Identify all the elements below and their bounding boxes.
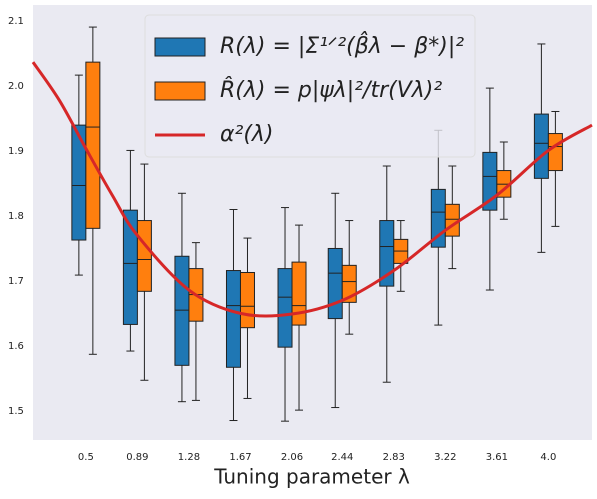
x-tick-label: 3.22 bbox=[434, 452, 456, 463]
y-tick-label: 1.6 bbox=[8, 341, 24, 352]
box bbox=[291, 261, 307, 326]
box bbox=[136, 220, 152, 292]
box bbox=[444, 203, 460, 237]
box bbox=[85, 61, 101, 229]
x-tick-label: 2.44 bbox=[331, 452, 353, 463]
box bbox=[547, 133, 563, 172]
box bbox=[341, 264, 357, 303]
x-tick-label: 0.5 bbox=[78, 452, 94, 463]
y-tick-label: 2.0 bbox=[8, 81, 24, 92]
legend-label: α²(λ) bbox=[220, 122, 274, 147]
legend-patch bbox=[154, 81, 206, 101]
x-tick-label: 1.28 bbox=[178, 452, 200, 463]
x-axis-label: Tuning parameter λ bbox=[213, 465, 410, 489]
x-tick-label: 2.83 bbox=[383, 452, 405, 463]
box bbox=[277, 268, 293, 348]
legend-label: R̂(λ) = p|ψλ|²/tr(Vλ)² bbox=[220, 77, 442, 103]
x-tick-label: 0.89 bbox=[126, 452, 148, 463]
box bbox=[174, 255, 190, 366]
x-tick-label: 4.0 bbox=[540, 452, 556, 463]
y-tick-label: 2.1 bbox=[8, 16, 24, 27]
line bbox=[31, 61, 593, 318]
x-tick-label: 3.61 bbox=[486, 452, 508, 463]
x-tick-label: 2.06 bbox=[281, 452, 303, 463]
box bbox=[225, 270, 241, 368]
y-tick-label: 1.9 bbox=[8, 146, 24, 157]
y-tick-label: 1.7 bbox=[8, 276, 24, 287]
y-tick-label: 1.5 bbox=[8, 406, 24, 417]
legend-box bbox=[144, 14, 476, 158]
x-tick-label: 1.67 bbox=[229, 452, 251, 463]
legend-patch bbox=[154, 37, 206, 57]
y-tick-label: 1.8 bbox=[8, 211, 24, 222]
legend-label: R(λ) = |Σ¹ᐟ²(β̂λ − β*)|² bbox=[220, 32, 464, 59]
box bbox=[327, 247, 343, 320]
box bbox=[239, 271, 255, 329]
box bbox=[533, 113, 549, 179]
